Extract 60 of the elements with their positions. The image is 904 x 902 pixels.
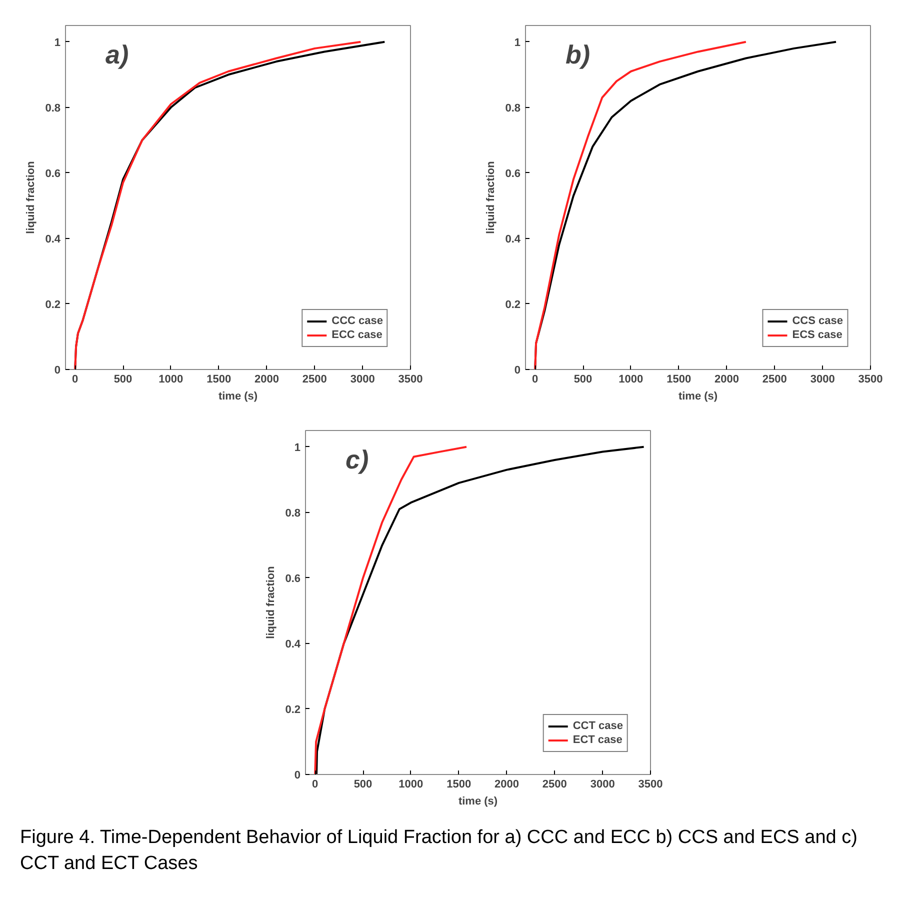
y-axis-title: liquid fraction: [25, 160, 38, 234]
x-tick-label: 1500: [666, 374, 692, 386]
annotation: c): [346, 444, 369, 474]
annotation: b): [566, 40, 590, 70]
legend-label: CCT case: [572, 719, 623, 733]
y-tick-label: 0: [294, 770, 301, 782]
x-tick-label: 1500: [446, 778, 472, 790]
legend-label: ECT case: [572, 733, 622, 747]
y-tick-label: 0.2: [285, 704, 301, 716]
y-tick-label: 0.8: [45, 102, 61, 114]
y-tick-label: 0.6: [285, 572, 301, 585]
y-tick-label: 1: [514, 36, 521, 49]
x-tick-label: 3500: [858, 374, 883, 386]
y-tick-label: 0.2: [45, 298, 61, 311]
caption: Figure 4. Time-Dependent Behavior of Liquid Fraction for a) CCC and ECC b) CCS and ECS and c) CCT and ECT Cases: [20, 826, 858, 876]
legend-label: ECC case: [332, 328, 382, 342]
x-tick-label: 1000: [618, 374, 644, 386]
y-tick-label: 0.4: [505, 233, 522, 246]
x-tick-label: 3000: [350, 374, 375, 386]
legend-label: CCS case: [792, 314, 843, 328]
legend-label: CCC case: [332, 314, 383, 328]
y-axis-title: liquid fraction: [265, 566, 278, 639]
y-tick-label: 0.2: [505, 298, 521, 311]
x-tick-label: 3000: [810, 374, 835, 386]
y-tick-label: 1: [54, 36, 61, 49]
x-tick-label: 1000: [158, 374, 184, 386]
x-tick-label: 0: [312, 778, 318, 790]
x-tick-label: 2000: [714, 374, 739, 386]
x-tick-label: 1000: [398, 778, 424, 790]
x-tick-label: 0: [72, 374, 78, 386]
legend-label: ECS case: [792, 328, 842, 342]
line-series: [534, 40, 747, 370]
x-tick-label: 3500: [638, 778, 663, 790]
x-tick-label: 500: [114, 374, 132, 386]
y-tick-label: 1: [294, 442, 301, 454]
y-tick-label: 0.6: [505, 168, 521, 180]
y-tick-label: 0.8: [505, 102, 521, 114]
y-axis-title: liquid fraction: [485, 160, 498, 234]
x-tick-label: 1500: [206, 374, 232, 386]
y-tick-label: 0.4: [45, 233, 62, 246]
x-axis-title: time (s): [678, 390, 718, 402]
y-tick-label: 0: [514, 364, 521, 376]
y-tick-label: 0: [54, 364, 61, 376]
x-tick-label: 2000: [494, 778, 519, 790]
x-axis-title: time (s): [218, 390, 258, 402]
x-tick-label: 2500: [762, 374, 787, 386]
x-tick-label: 3000: [590, 778, 615, 790]
line-series: [314, 446, 468, 774]
annotation: a): [106, 40, 129, 70]
x-tick-label: 2500: [542, 778, 567, 790]
x-tick-label: 0: [532, 374, 538, 386]
x-tick-label: 2000: [254, 374, 279, 386]
x-axis-title: time (s): [458, 796, 498, 808]
x-tick-label: 500: [354, 778, 372, 790]
y-tick-label: 0.6: [45, 168, 61, 180]
x-tick-label: 2500: [302, 374, 327, 386]
y-tick-label: 0.4: [285, 638, 302, 650]
x-tick-label: 500: [574, 374, 592, 386]
x-tick-label: 3500: [398, 374, 423, 386]
y-tick-label: 0.8: [285, 507, 301, 520]
